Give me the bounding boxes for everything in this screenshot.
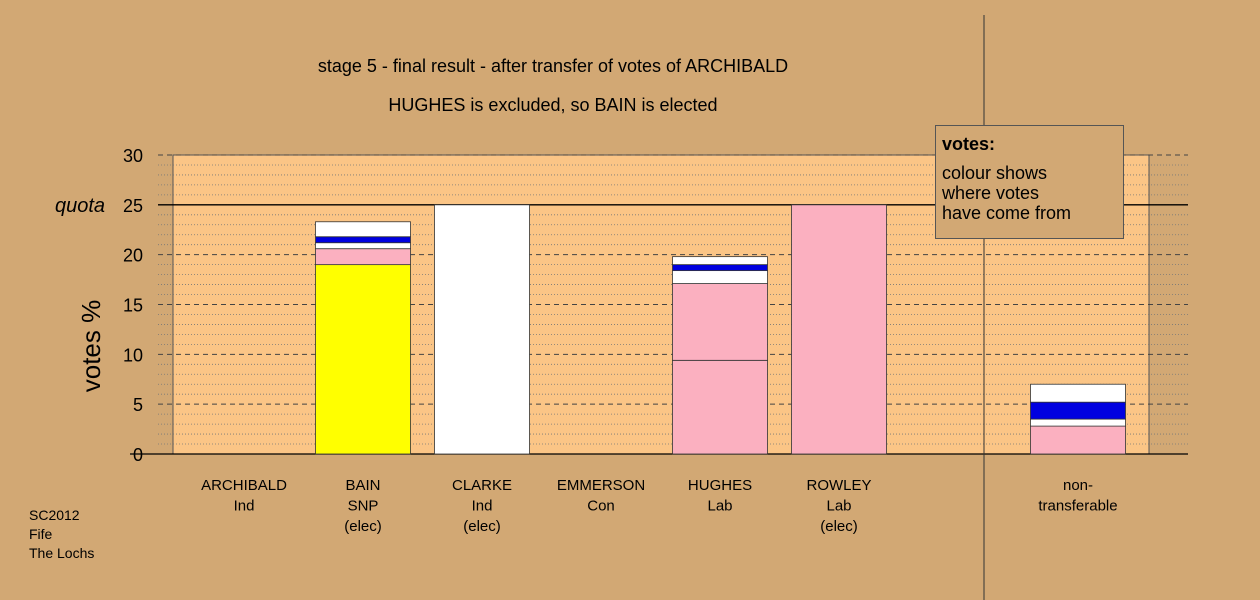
- footer-line-1: SC2012: [29, 507, 80, 523]
- y-tick-label: 30: [123, 146, 143, 166]
- bar-segment: [672, 270, 768, 284]
- bar-segment: [315, 248, 411, 266]
- x-tick-label: Lab: [707, 498, 732, 515]
- bar-segment: [315, 264, 411, 455]
- bar-segment: [791, 204, 887, 455]
- x-tick-label: Lab: [826, 498, 851, 515]
- bar-segment: [672, 359, 768, 455]
- legend-line-2: where votes: [942, 183, 1040, 203]
- y-tick-label: 20: [123, 246, 143, 266]
- x-tick-label: Ind: [234, 498, 255, 515]
- bar-segment: [315, 236, 411, 244]
- x-tick-label: Con: [587, 498, 615, 515]
- bar-segment: [1030, 383, 1126, 403]
- chart-title-line1: stage 5 - final result - after transfer …: [318, 56, 788, 76]
- x-tick-label: (elec): [344, 518, 382, 535]
- x-tick-label: SNP: [348, 498, 379, 515]
- legend-line-1: colour shows: [942, 163, 1048, 183]
- bar-segment: [672, 283, 768, 361]
- legend: votes: colour shows where votes have com…: [935, 125, 1124, 239]
- chart-title-line2: HUGHES is excluded, so BAIN is elected: [388, 95, 717, 115]
- x-tick-label: transferable: [1038, 498, 1117, 515]
- legend-line-3: have come from: [942, 203, 1072, 223]
- y-tick-labels: 0 5 10 15 20 25 30: [123, 146, 143, 465]
- y-tick-label: 25: [123, 196, 143, 216]
- bar-segment: [1030, 401, 1126, 420]
- bars: [315, 204, 1126, 455]
- x-tick-label: EMMERSON: [557, 477, 645, 494]
- legend-body: colour shows where votes have come from: [942, 163, 1117, 223]
- y-tick-label: 5: [133, 395, 143, 415]
- x-tick-label: (elec): [820, 518, 858, 535]
- x-tick-label: Ind: [472, 498, 493, 515]
- footer-line-3: The Lochs: [29, 545, 94, 561]
- y-tick-label: 0: [133, 445, 143, 465]
- x-tick-label: non-: [1063, 477, 1093, 494]
- x-tick-label: CLARKE: [452, 477, 512, 494]
- bar-segment: [672, 264, 768, 272]
- y-tick-label: 15: [123, 296, 143, 316]
- x-tick-labels: ARCHIBALD Ind BAIN SNP (elec) CLARKE Ind (elec)…: [201, 477, 1118, 535]
- bar-segment: [315, 242, 411, 250]
- quota-label: quota: [55, 195, 105, 217]
- x-tick-label: ARCHIBALD: [201, 477, 287, 494]
- bar-segment: [1030, 425, 1126, 455]
- legend-title: votes:: [942, 134, 996, 154]
- x-tick-label: BAIN: [345, 477, 380, 494]
- y-tick-label: 10: [123, 345, 143, 365]
- footer-line-2: Fife: [29, 526, 53, 542]
- bar-segment: [315, 221, 411, 238]
- y-axis-label: votes %: [76, 300, 106, 393]
- bar-segment: [1030, 418, 1126, 427]
- bar-segment: [672, 256, 768, 266]
- x-tick-label: HUGHES: [688, 477, 752, 494]
- x-tick-label: ROWLEY: [806, 477, 871, 494]
- x-tick-label: (elec): [463, 518, 501, 535]
- bar-segment: [434, 204, 530, 455]
